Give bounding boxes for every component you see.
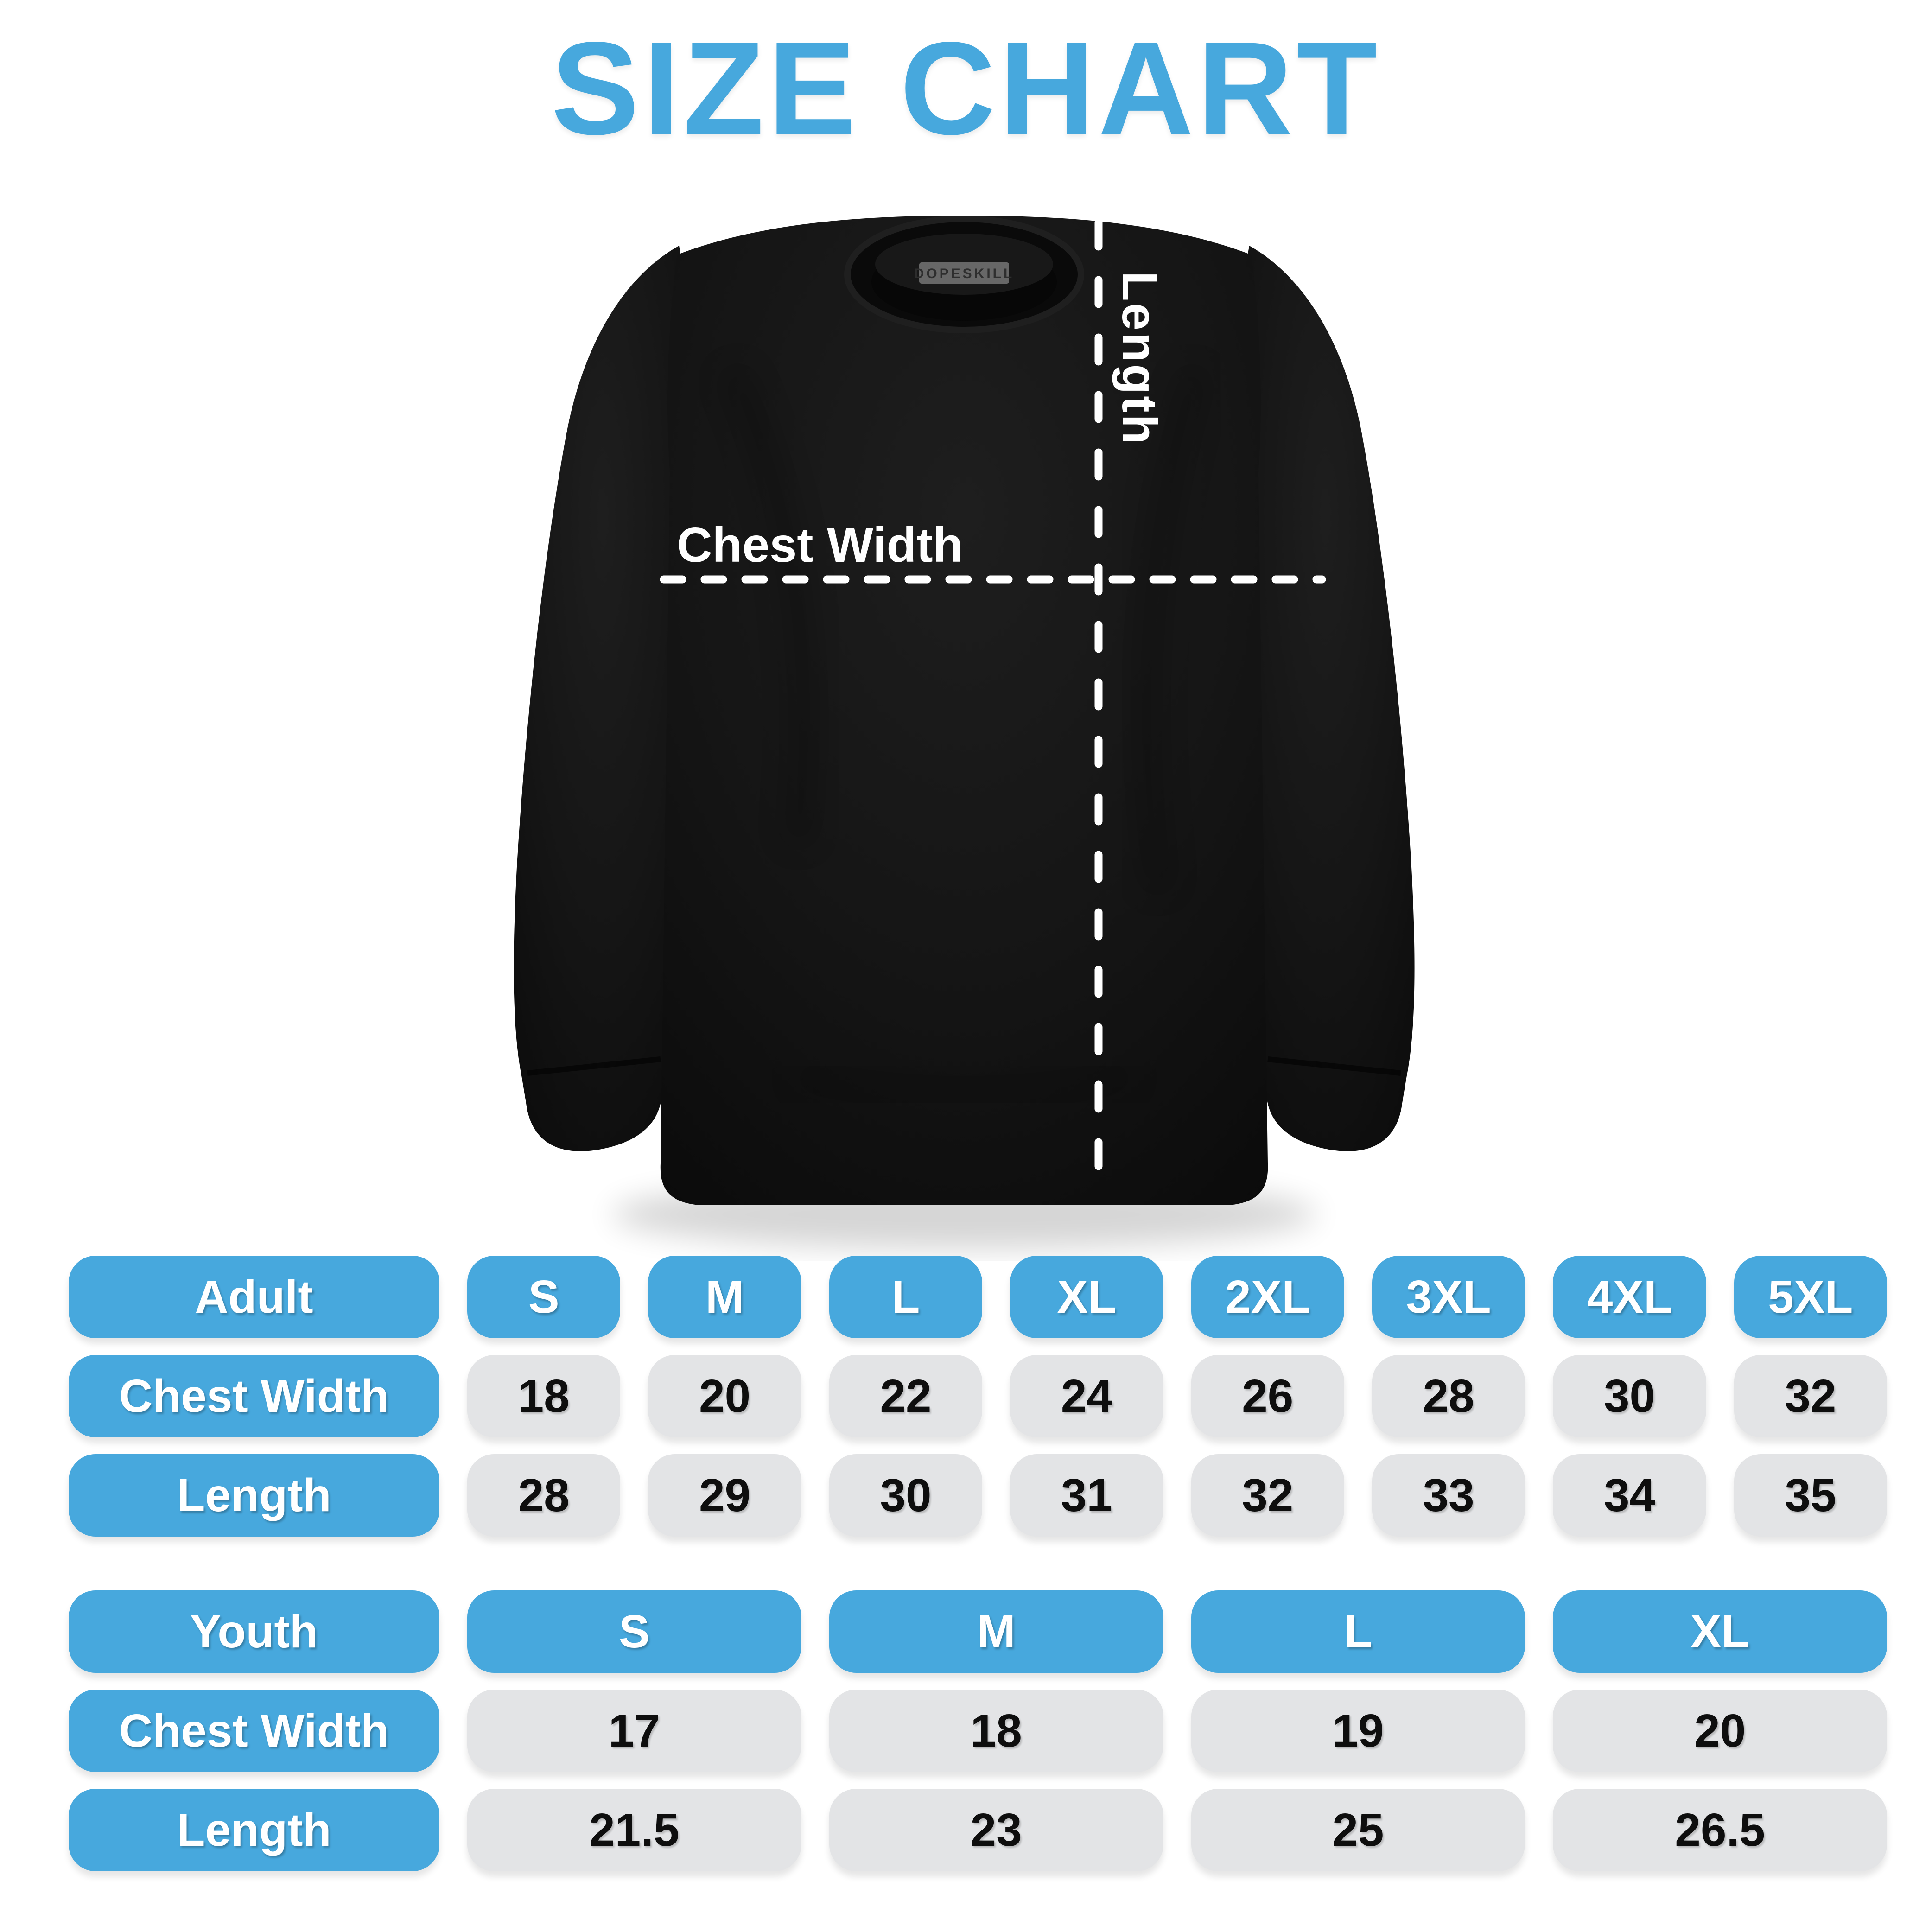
youth-chest-width-row: Chest Width 17 18 19 20 bbox=[69, 1690, 1887, 1772]
cell-value: 24 bbox=[1010, 1355, 1163, 1437]
row-label-length: Length bbox=[69, 1454, 439, 1537]
fold-shadow-hem bbox=[795, 1065, 1133, 1105]
cell-value: 18 bbox=[829, 1690, 1163, 1772]
cell-value: 26.5 bbox=[1553, 1789, 1887, 1871]
neck-tag bbox=[919, 262, 1009, 284]
collar-rib bbox=[844, 216, 1084, 333]
cell-value: 29 bbox=[648, 1454, 801, 1537]
adult-size-5xl: 5XL bbox=[1734, 1256, 1887, 1338]
youth-size-m: M bbox=[829, 1590, 1163, 1673]
youth-length-row: Length 21.5 23 25 26.5 bbox=[69, 1789, 1887, 1871]
cell-value: 34 bbox=[1553, 1454, 1706, 1537]
cell-value: 19 bbox=[1191, 1690, 1525, 1772]
cell-value: 32 bbox=[1734, 1355, 1887, 1437]
youth-size-l: L bbox=[1191, 1590, 1525, 1673]
cell-value: 28 bbox=[467, 1454, 621, 1537]
adult-size-3xl: 3XL bbox=[1372, 1256, 1525, 1338]
cell-value: 23 bbox=[829, 1789, 1163, 1871]
cell-value: 30 bbox=[829, 1454, 983, 1537]
adult-length-row: Length 28 29 30 31 32 33 34 35 bbox=[69, 1454, 1887, 1537]
adult-chest-width-row: Chest Width 18 20 22 24 26 28 30 32 bbox=[69, 1355, 1887, 1437]
adult-size-table: Adult S M L XL 2XL 3XL 4XL 5XL Chest Wid… bbox=[69, 1256, 1887, 1537]
cell-value: 17 bbox=[467, 1690, 801, 1772]
cell-value: 32 bbox=[1191, 1454, 1344, 1537]
youth-size-xl: XL bbox=[1553, 1590, 1887, 1673]
cell-value: 18 bbox=[467, 1355, 621, 1437]
shirt-diagram: DOPESKILL Chest Width Length bbox=[473, 195, 1455, 1261]
fold-shadow-left bbox=[720, 365, 817, 845]
cell-value: 30 bbox=[1553, 1355, 1706, 1437]
adult-size-l: L bbox=[829, 1256, 983, 1338]
cell-value: 21.5 bbox=[467, 1789, 801, 1871]
row-label-length: Length bbox=[69, 1789, 439, 1871]
cell-value: 28 bbox=[1372, 1355, 1525, 1437]
length-label: Length bbox=[1112, 271, 1167, 446]
page-title: SIZE CHART bbox=[551, 15, 1381, 162]
adult-size-2xl: 2XL bbox=[1191, 1256, 1344, 1338]
adult-size-xl: XL bbox=[1010, 1256, 1163, 1338]
left-cuff-seam bbox=[527, 1056, 661, 1076]
long-sleeve-shirt-illustration: DOPESKILL Chest Width Length bbox=[514, 216, 1415, 1249]
cell-value: 20 bbox=[1553, 1690, 1887, 1772]
adult-table-title: Adult bbox=[69, 1256, 439, 1338]
chest-width-label: Chest Width bbox=[677, 518, 963, 572]
cell-value: 31 bbox=[1010, 1454, 1163, 1537]
fold-shadow-right bbox=[1133, 367, 1208, 892]
cell-value: 22 bbox=[829, 1355, 983, 1437]
right-cuff-seam bbox=[1267, 1056, 1401, 1076]
youth-size-s: S bbox=[467, 1590, 801, 1673]
neck-tag-label: DOPESKILL bbox=[914, 266, 1015, 281]
adult-size-s: S bbox=[467, 1256, 621, 1338]
cell-value: 25 bbox=[1191, 1789, 1525, 1871]
youth-size-table: Youth S M L XL Chest Width 17 18 19 20 L… bbox=[69, 1590, 1887, 1871]
row-label-chest-width: Chest Width bbox=[69, 1355, 439, 1437]
adult-header-row: Adult S M L XL 2XL 3XL 4XL 5XL bbox=[69, 1256, 1887, 1338]
shirt-body bbox=[660, 216, 1268, 1205]
shirt-left-sleeve bbox=[514, 246, 693, 1151]
cell-value: 20 bbox=[648, 1355, 801, 1437]
youth-header-row: Youth S M L XL bbox=[69, 1590, 1887, 1673]
shirt-right-sleeve bbox=[1236, 246, 1415, 1151]
youth-table-title: Youth bbox=[69, 1590, 439, 1673]
adult-size-m: M bbox=[648, 1256, 801, 1338]
size-tables: Adult S M L XL 2XL 3XL 4XL 5XL Chest Wid… bbox=[69, 1256, 1887, 1871]
row-label-chest-width: Chest Width bbox=[69, 1690, 439, 1772]
cell-value: 33 bbox=[1372, 1454, 1525, 1537]
cell-value: 26 bbox=[1191, 1355, 1344, 1437]
cell-value: 35 bbox=[1734, 1454, 1887, 1537]
adult-size-4xl: 4XL bbox=[1553, 1256, 1706, 1338]
